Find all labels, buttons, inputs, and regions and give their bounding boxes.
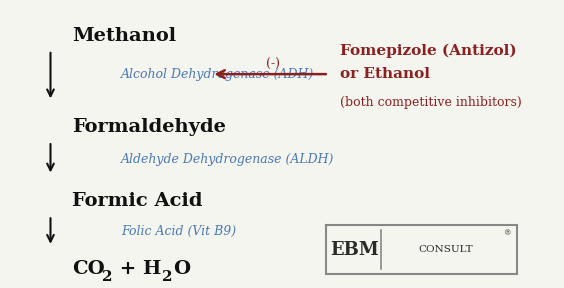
Text: (-): (-) bbox=[266, 58, 280, 71]
Text: Aldehyde Dehydrogenase (ALDH): Aldehyde Dehydrogenase (ALDH) bbox=[121, 153, 335, 166]
Text: 2: 2 bbox=[102, 270, 113, 284]
Text: O: O bbox=[173, 261, 191, 278]
Text: Formic Acid: Formic Acid bbox=[72, 192, 203, 210]
Text: ®: ® bbox=[504, 230, 512, 238]
Text: or Ethanol: or Ethanol bbox=[340, 67, 430, 81]
Text: CO: CO bbox=[72, 261, 105, 278]
Text: (both competitive inhibitors): (both competitive inhibitors) bbox=[340, 96, 521, 109]
Text: Formaldehyde: Formaldehyde bbox=[72, 118, 226, 136]
Text: 2: 2 bbox=[162, 270, 173, 284]
Text: + H: + H bbox=[113, 261, 162, 278]
Text: Fomepizole (Antizol): Fomepizole (Antizol) bbox=[340, 44, 516, 58]
FancyBboxPatch shape bbox=[326, 225, 517, 274]
Text: Methanol: Methanol bbox=[72, 26, 177, 45]
Text: CONSULT: CONSULT bbox=[418, 245, 473, 254]
Text: EBM: EBM bbox=[331, 240, 380, 259]
Text: Alcohol Dehydrogenase (ADH): Alcohol Dehydrogenase (ADH) bbox=[121, 68, 315, 81]
Text: Folic Acid (Vit B9): Folic Acid (Vit B9) bbox=[121, 224, 236, 238]
